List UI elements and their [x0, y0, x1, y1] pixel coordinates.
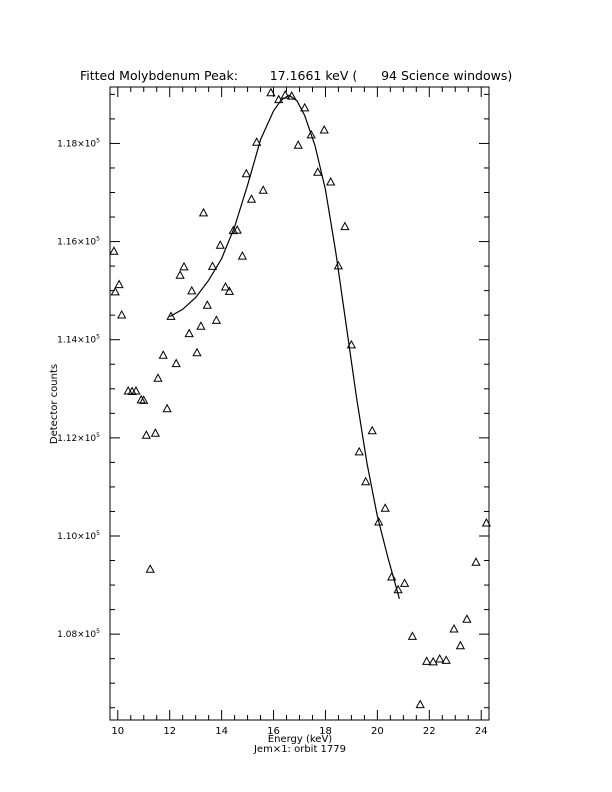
data-point: [145, 564, 155, 573]
data-point: [162, 403, 172, 413]
data-point: [462, 614, 472, 623]
data-point: [422, 656, 432, 665]
data-point: [114, 279, 124, 289]
data-point: [319, 124, 329, 134]
y-tick-label: 1.14×105: [57, 334, 100, 346]
data-point: [346, 339, 357, 349]
data-point: [192, 347, 202, 357]
data-point: [237, 251, 248, 260]
y-tick-labels: 1.08×105 1.10×105 1.12×105 1.14×105 1.16×105…: [57, 137, 100, 640]
axis-ticks: [110, 87, 489, 720]
data-point: [266, 87, 276, 97]
data-point: [471, 557, 481, 566]
data-point: [340, 221, 350, 231]
data-point: [313, 167, 323, 176]
data-point: [158, 350, 168, 359]
data-point: [367, 425, 377, 435]
data-point: [435, 653, 445, 663]
data-point: [153, 373, 163, 382]
data-point: [449, 623, 459, 633]
data-point: [211, 315, 222, 324]
data-point: [333, 260, 344, 270]
chart-title: Fitted Molybdenum Peak: 17.1661 keV ( 94…: [80, 68, 512, 83]
data-point: [393, 584, 403, 594]
data-point: [141, 430, 151, 439]
data-point: [326, 176, 336, 186]
data-point: [306, 129, 316, 139]
data-point: [380, 503, 390, 512]
x-tick-label: 20: [371, 726, 384, 737]
data-point: [428, 656, 438, 666]
y-tick-label: 1.12×105: [57, 432, 100, 444]
data-point: [109, 246, 119, 255]
data-point: [207, 261, 218, 270]
data-point: [220, 281, 231, 291]
data-point: [455, 640, 466, 650]
data-point: [131, 385, 141, 395]
data-point: [415, 699, 425, 709]
data-point: [232, 225, 242, 234]
data-point: [300, 102, 310, 112]
x-tick-label: 16: [267, 726, 280, 737]
data-point: [117, 309, 127, 319]
data-point: [150, 428, 161, 437]
data-point: [202, 300, 212, 309]
data-point: [241, 168, 251, 178]
x-tick-label: 12: [163, 726, 176, 737]
data-point: [407, 631, 418, 640]
data-point: [399, 578, 410, 587]
x-tick-label: 22: [423, 726, 436, 737]
y-tick-label: 1.08×105: [57, 628, 100, 640]
data-points: [109, 87, 492, 709]
data-point: [175, 270, 185, 279]
data-point: [441, 655, 451, 664]
data-point: [171, 358, 181, 368]
data-point: [287, 91, 297, 100]
fit-line: [169, 94, 400, 599]
x-tick-label: 18: [319, 726, 332, 737]
data-point: [252, 137, 262, 146]
data-point: [258, 185, 268, 194]
data-point: [196, 321, 206, 330]
y-tick-label: 1.10×105: [57, 530, 100, 542]
y-tick-label: 1.18×105: [57, 137, 100, 149]
data-point: [215, 240, 225, 249]
data-point: [246, 194, 257, 203]
data-point: [179, 261, 189, 271]
x-tick-label: 10: [111, 726, 124, 737]
data-point: [481, 517, 492, 527]
data-point: [293, 140, 303, 149]
fit-curve: [169, 94, 400, 599]
data-point: [387, 571, 397, 581]
y-axis-label: Detector counts: [49, 364, 60, 444]
data-point: [110, 286, 120, 296]
data-point: [361, 476, 371, 486]
data-point: [280, 90, 290, 99]
data-point: [184, 328, 194, 338]
x-tick-label: 14: [215, 726, 228, 737]
data-point: [187, 285, 197, 295]
data-point: [354, 446, 364, 456]
y-tick-label: 1.16×105: [57, 236, 100, 248]
data-point: [224, 286, 235, 295]
data-point: [139, 395, 149, 404]
data-point: [274, 94, 284, 104]
x-axis-label: Energy (keV): [268, 734, 333, 745]
plot-frame: [109, 86, 490, 721]
x-tick-label: 24: [475, 726, 488, 737]
data-point: [198, 207, 209, 217]
data-point: [166, 311, 176, 320]
x-tick-labels: 10 12 14 16 18 20 22 24: [111, 726, 487, 737]
footer-label: Jem×1: orbit 1779: [253, 744, 346, 755]
data-point: [374, 516, 384, 526]
